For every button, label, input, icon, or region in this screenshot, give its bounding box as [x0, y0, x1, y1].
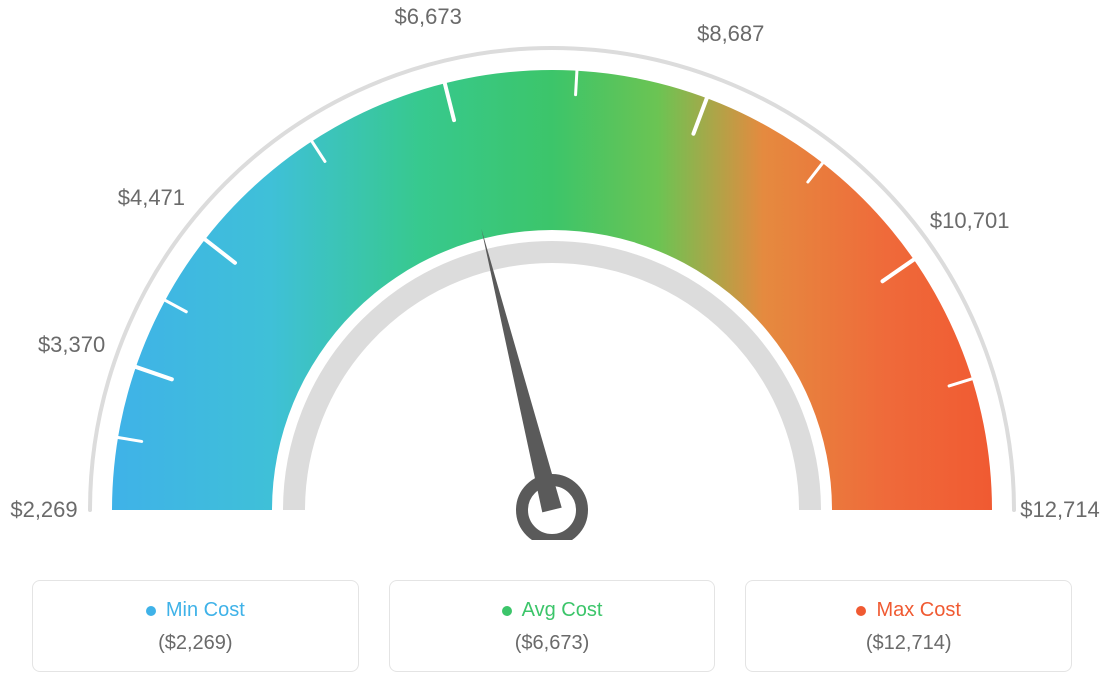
gauge-tick-label: $8,687 — [697, 21, 764, 47]
legend-title-max-text: Max Cost — [876, 599, 960, 622]
dot-avg — [502, 606, 512, 616]
legend-value-avg: ($6,673) — [400, 632, 705, 655]
legend-title-min-text: Min Cost — [166, 599, 245, 622]
legend-title-min: Min Cost — [146, 599, 245, 622]
gauge-tick-label: $10,701 — [930, 208, 1010, 234]
dot-min — [146, 606, 156, 616]
dot-max — [856, 606, 866, 616]
gauge-tick-label: $3,370 — [38, 332, 105, 358]
legend-card-max: Max Cost ($12,714) — [745, 580, 1072, 672]
gauge-chart: $2,269 $3,370 $4,471 $6,673 $8,687 $10,701 $12… — [0, 0, 1104, 540]
gauge-tick-label: $12,714 — [1020, 497, 1100, 523]
legend-value-max: ($12,714) — [756, 632, 1061, 655]
gauge-tick-label: $2,269 — [10, 497, 77, 523]
legend-row: Min Cost ($2,269) Avg Cost ($6,673) Max … — [0, 580, 1104, 672]
gauge-tick-label: $6,673 — [395, 4, 462, 30]
gauge-tick-label: $4,471 — [118, 185, 185, 211]
gauge-svg — [0, 0, 1104, 540]
legend-title-avg: Avg Cost — [502, 599, 603, 622]
legend-card-avg: Avg Cost ($6,673) — [389, 580, 716, 672]
legend-value-min: ($2,269) — [43, 632, 348, 655]
legend-title-max: Max Cost — [856, 599, 960, 622]
legend-title-avg-text: Avg Cost — [522, 599, 603, 622]
legend-card-min: Min Cost ($2,269) — [32, 580, 359, 672]
